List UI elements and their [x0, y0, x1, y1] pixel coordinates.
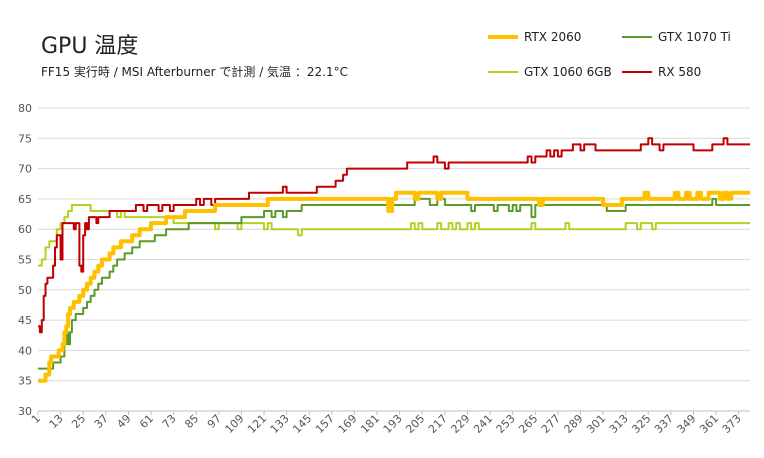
x-tick-label-25: 25	[69, 412, 88, 431]
y-tick-label-30: 30	[18, 405, 32, 418]
series-line-rtx-2060	[38, 190, 750, 383]
legend-label-rtx-2060: RTX 2060	[524, 30, 582, 44]
y-tick-label-75: 75	[18, 132, 32, 145]
x-tick-label-289: 289	[562, 412, 586, 436]
legend-item-gtx-1060-6gb: GTX 1060 6GB	[488, 65, 612, 79]
y-tick-label-45: 45	[18, 314, 32, 327]
x-tick-label-109: 109	[223, 412, 247, 436]
y-tick-label-35: 35	[18, 375, 32, 388]
x-tick-label-157: 157	[313, 412, 337, 436]
legend-item-rx-580: RX 580	[622, 65, 701, 79]
x-tick-label-85: 85	[182, 412, 201, 431]
legend-swatch-rx-580	[622, 71, 652, 73]
y-tick-label-40: 40	[18, 344, 32, 357]
x-tick-label-277: 277	[539, 412, 563, 436]
x-tick-label-373: 373	[720, 412, 744, 436]
x-tick-label-241: 241	[471, 412, 495, 436]
y-tick-label-70: 70	[18, 163, 32, 176]
series-line-gtx-1060-6gb	[38, 204, 750, 267]
x-tick-label-13: 13	[47, 412, 66, 431]
legend-label-gtx-1070-ti: GTX 1070 Ti	[658, 30, 731, 44]
x-tick-label-169: 169	[336, 412, 360, 436]
x-tick-label-301: 301	[584, 412, 608, 436]
x-tick-label-217: 217	[426, 412, 450, 436]
legend-swatch-rtx-2060	[488, 35, 518, 39]
x-tick-label-205: 205	[403, 412, 427, 436]
legend-label-gtx-1060-6gb: GTX 1060 6GB	[524, 65, 612, 79]
y-tick-label-55: 55	[18, 254, 32, 267]
x-tick-label-361: 361	[697, 412, 721, 436]
legend-swatch-gtx-1060-6gb	[488, 71, 518, 73]
y-tick-label-65: 65	[18, 193, 32, 206]
chart-subtitle: FF15 実行時 / MSI Afterburner で計測 / 気温 ：22.…	[41, 65, 348, 79]
x-tick-label-97: 97	[205, 412, 224, 431]
x-tick-label-313: 313	[607, 412, 631, 436]
x-tick-label-49: 49	[114, 412, 133, 431]
x-tick-label-193: 193	[381, 412, 405, 436]
x-tick-label-61: 61	[137, 412, 156, 431]
legend-label-rx-580: RX 580	[658, 65, 702, 79]
series-line-gtx-1070-ti	[38, 197, 750, 370]
x-tick-label-337: 337	[652, 412, 676, 436]
chart-title: GPU 温度	[41, 34, 139, 59]
x-tick-label-121: 121	[245, 412, 269, 436]
x-tick-label-73: 73	[160, 412, 179, 431]
y-tick-label-80: 80	[18, 102, 32, 115]
x-tick-label-325: 325	[629, 412, 653, 436]
legend-item-rtx-2060: RTX 2060	[488, 30, 581, 44]
x-tick-label-1: 1	[29, 412, 43, 426]
legend-swatch-gtx-1070-ti	[622, 36, 652, 38]
x-tick-label-253: 253	[494, 412, 518, 436]
legend-item-gtx-1070-ti: GTX 1070 Ti	[622, 30, 731, 44]
x-tick-label-133: 133	[268, 412, 292, 436]
series-line-rx-580	[38, 137, 750, 334]
y-tick-label-60: 60	[18, 223, 32, 236]
x-tick-label-181: 181	[358, 412, 382, 436]
x-tick-label-349: 349	[675, 412, 699, 436]
y-tick-label-50: 50	[18, 284, 32, 297]
x-tick-label-145: 145	[290, 412, 314, 436]
x-tick-label-229: 229	[449, 412, 473, 436]
x-tick-label-37: 37	[92, 412, 111, 431]
x-tick-label-265: 265	[516, 412, 540, 436]
